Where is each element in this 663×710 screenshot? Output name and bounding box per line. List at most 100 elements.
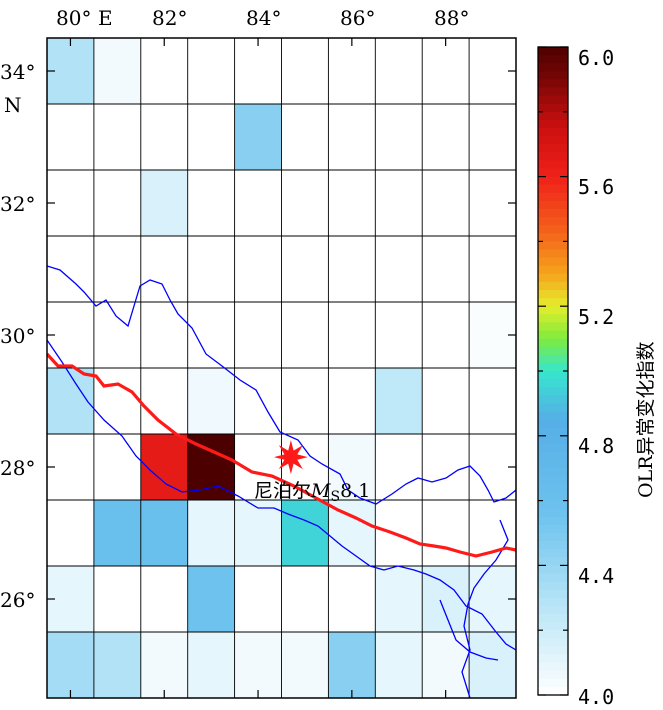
colorbar-segment (538, 314, 568, 323)
colorbar-segment (538, 452, 568, 461)
colorbar-segment (538, 549, 568, 558)
colorbar-segment (538, 330, 568, 340)
colorbar-segment (538, 136, 568, 145)
colorbar-segment (538, 55, 568, 64)
olr-cell (328, 632, 376, 698)
olr-cell (187, 500, 235, 566)
colorbar-segment (538, 654, 568, 664)
colorbar-segment (538, 168, 568, 178)
colorbar-ticks (538, 46, 568, 696)
colorbar-segment (538, 403, 568, 413)
colorbar-segment (538, 686, 568, 696)
lon-label-86: 86° (340, 6, 375, 30)
olr-cell (469, 632, 516, 698)
olr-cell (328, 500, 376, 566)
quake-mag-sub: S (330, 489, 340, 505)
colorbar-segment (538, 427, 568, 437)
earthquake-label: 尼泊尔MS8.1 (254, 480, 370, 505)
colorbar-gradient (538, 47, 568, 696)
red-star-icon (273, 440, 308, 475)
bangladesh-border-line (439, 599, 499, 661)
colorbar-segment (538, 200, 568, 210)
olr-cell (375, 368, 423, 434)
colorbar-segment (538, 541, 568, 550)
colorbar-segment (538, 306, 568, 315)
colorbar-segment (538, 192, 568, 202)
colorbar-segment (538, 565, 568, 575)
colorbar-segment (538, 103, 568, 113)
colorbar-segment (538, 257, 568, 267)
colorbar-segment (538, 622, 568, 631)
lat-label-34: 34° (0, 60, 35, 84)
fault-line (47, 352, 516, 558)
colorbar-segment (538, 662, 568, 672)
colorbar-segment (538, 176, 568, 186)
colorbar-segment (538, 338, 568, 348)
colorbar-segment (538, 249, 568, 259)
colorbar-segment (538, 47, 568, 56)
colorbar-segment (538, 209, 568, 218)
olr-cell (47, 368, 94, 434)
olr-cell (187, 632, 235, 698)
india-nepal-border-line (47, 339, 516, 651)
lat-label-30: 30° (0, 324, 35, 348)
colorbar-segment (538, 605, 568, 615)
colorbar-segment (538, 273, 568, 283)
colorbar-segment (538, 500, 568, 510)
colorbar-segment (538, 533, 568, 542)
colorbar-segment (538, 516, 568, 526)
colorbar-segment (538, 111, 568, 121)
colorbar-segment (538, 233, 568, 242)
colorbar-segment (538, 362, 568, 372)
colorbar-segment (538, 290, 568, 299)
lon-label-82: 82° (152, 6, 187, 30)
lon-label-80: 80° (56, 6, 91, 30)
olr-cell (281, 632, 329, 698)
olr-cell (187, 566, 235, 632)
colorbar-segment (538, 95, 568, 105)
colorbar-segment (538, 354, 568, 364)
colorbar-segment (538, 119, 568, 129)
colorbar-segment (538, 484, 568, 494)
map-frame (46, 37, 517, 699)
colorbar-segment (538, 581, 568, 591)
colorbar-segment (538, 678, 568, 688)
olr-cell (375, 566, 423, 632)
colorbar-segment (538, 225, 568, 234)
olr-cell (140, 500, 188, 566)
colorbar-segment (538, 638, 568, 647)
colorbar-segment (538, 435, 568, 445)
quake-name: 尼泊尔 (254, 480, 311, 502)
colorbar-tick-6.0: 6.0 (578, 46, 614, 70)
colorbar-segment (538, 152, 568, 161)
colorbar-segment (538, 508, 568, 518)
quake-mag-symbol: M (310, 480, 331, 502)
olr-cell (234, 632, 282, 698)
colorbar-segment (538, 217, 568, 226)
olr-cell (93, 500, 141, 566)
colorbar-segment (538, 298, 568, 307)
colorbar-segment (538, 614, 568, 623)
nepal-china-border-line (47, 265, 516, 505)
colorbar-segment (538, 419, 568, 429)
olr-cell (93, 38, 141, 104)
olr-cell (422, 632, 470, 698)
colorbar-segment (538, 460, 568, 469)
colorbar: 6.0 5.6 5.2 4.8 4.4 4.0 OLR异常变化指数 (537, 46, 657, 709)
olr-cell (140, 632, 188, 698)
colorbar-segment (538, 241, 568, 251)
colorbar-tick-5.6: 5.6 (578, 175, 614, 199)
lon-hemisphere-label: E (98, 6, 113, 30)
colorbar-segment (538, 573, 568, 583)
colorbar-segment (538, 646, 568, 656)
olr-cell (140, 434, 188, 500)
colorbar-segment (538, 184, 568, 194)
colorbar-segment (538, 379, 568, 388)
olr-cell (234, 104, 282, 170)
colorbar-segment (538, 346, 568, 356)
olr-grid-cells (47, 38, 516, 698)
colorbar-segment (538, 557, 568, 566)
colorbar-tick-4.4: 4.4 (578, 564, 614, 588)
quake-magnitude: 8.1 (340, 480, 370, 502)
